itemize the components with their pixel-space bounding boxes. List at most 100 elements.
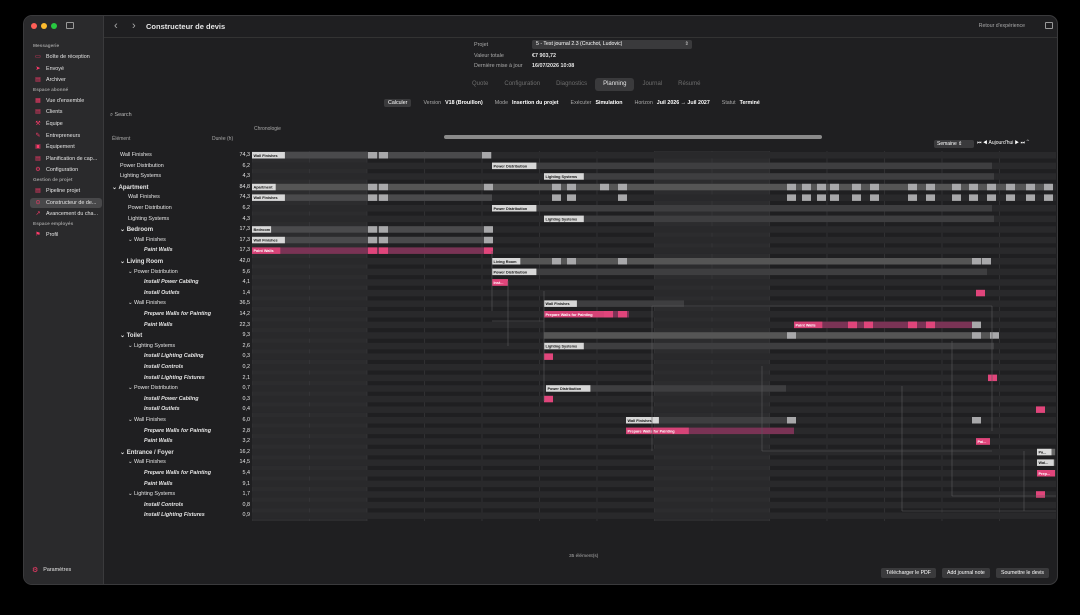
prev-icon[interactable]: ◀ bbox=[982, 140, 988, 146]
row-name[interactable]: Paint Walls bbox=[144, 438, 173, 444]
chevron-down-icon[interactable]: ⌄ bbox=[128, 300, 135, 307]
tab-résumé[interactable]: Résumé bbox=[678, 81, 701, 87]
sidebar-item[interactable]: ▤ Pipeline projet bbox=[30, 186, 102, 196]
tab-configuration[interactable]: Configuration bbox=[504, 81, 541, 87]
element-header[interactable]: Élément bbox=[112, 136, 131, 142]
row-name[interactable]: ⌄ Entrance / Foyer bbox=[120, 449, 174, 456]
retour-experience-button[interactable]: Retour d'expérience bbox=[978, 23, 1025, 29]
sidebar-item[interactable]: ▤ Archiver bbox=[30, 75, 102, 85]
zoom-window-button[interactable] bbox=[51, 23, 57, 29]
zoom-select[interactable]: Semaine ⇕ bbox=[934, 140, 974, 148]
version-value[interactable]: V18 (Brouillon) bbox=[445, 99, 483, 106]
row-duration: 0,8 bbox=[242, 501, 251, 508]
row-name[interactable]: Install Lighting Fixtures bbox=[144, 375, 205, 381]
sidebar-toggle-icon[interactable] bbox=[66, 22, 74, 29]
sidebar-item[interactable]: ▭ Boîte de réception bbox=[30, 52, 102, 62]
search-field[interactable]: ⌕ Search bbox=[110, 112, 132, 119]
tab-quote[interactable]: Quote bbox=[472, 81, 489, 87]
mode-value[interactable]: Insertion du projet bbox=[512, 99, 559, 106]
sidebar-item[interactable]: ▤ Planification de cap... bbox=[30, 154, 102, 164]
row-name[interactable]: Install Power Cabling bbox=[144, 396, 199, 402]
settings-button[interactable]: ⚙ Paramètres bbox=[32, 566, 71, 574]
row-label: Paint Walls bbox=[144, 480, 173, 487]
row-name[interactable]: Prepare Walls for Painting bbox=[144, 311, 211, 317]
chevron-down-icon[interactable]: ⌄ bbox=[128, 459, 135, 466]
row-name[interactable]: ⌄ Lighting Systems bbox=[128, 343, 175, 349]
download-pdf-button[interactable]: Télécharger le PDF bbox=[881, 568, 936, 578]
row-name[interactable]: Wall Finishes bbox=[128, 194, 160, 200]
chevron-down-icon[interactable]: ⌄ bbox=[120, 259, 127, 265]
row-name[interactable]: Install Controls bbox=[144, 502, 183, 508]
inspector-toggle-icon[interactable] bbox=[1045, 22, 1053, 29]
row-name[interactable]: Paint Walls bbox=[144, 481, 173, 487]
sidebar-item[interactable]: ⊙ Constructeur de de... bbox=[30, 197, 102, 208]
first-icon[interactable]: ⏮ bbox=[977, 140, 982, 146]
row-name[interactable]: Install Lighting Cabling bbox=[144, 353, 204, 359]
timeline-scrollbar[interactable] bbox=[444, 135, 822, 139]
row-name[interactable]: Lighting Systems bbox=[120, 173, 161, 179]
row-name[interactable]: Prepare Walls for Painting bbox=[144, 428, 211, 434]
today-button[interactable]: Aujourd'hui bbox=[988, 140, 1014, 146]
collapse-icon[interactable]: ⌃ bbox=[1026, 140, 1030, 146]
chevron-down-icon[interactable]: ⌄ bbox=[120, 449, 127, 456]
row-name[interactable]: Wall Finishes bbox=[120, 152, 152, 158]
row-name[interactable]: Install Outlets bbox=[144, 290, 180, 296]
chevron-down-icon[interactable]: ⌄ bbox=[128, 491, 135, 498]
chevron-down-icon[interactable]: ⌄ bbox=[128, 342, 135, 349]
row-name[interactable]: ⌄ Wall Finishes bbox=[128, 237, 166, 243]
last-icon[interactable]: ⏭ bbox=[1020, 140, 1026, 146]
sidebar-item[interactable]: ⚑ Profil bbox=[30, 230, 102, 240]
submit-quote-button[interactable]: Soumettre le devis bbox=[996, 568, 1049, 578]
chevron-down-icon[interactable]: ⌄ bbox=[120, 333, 127, 340]
row-name[interactable]: Paint Walls bbox=[144, 247, 173, 253]
sidebar-item[interactable]: ➤ Envoyé bbox=[30, 64, 102, 74]
row-name[interactable]: Install Power Cabling bbox=[144, 279, 199, 285]
row-name[interactable]: ⌄ Toilet bbox=[120, 332, 142, 339]
duree-header[interactable]: Durée (h) bbox=[212, 136, 234, 142]
sidebar-item[interactable]: ▦ Vue d'ensemble bbox=[30, 96, 102, 106]
row-name[interactable]: Lighting Systems bbox=[128, 216, 169, 222]
row-name[interactable]: ⌄ Living Room bbox=[120, 258, 163, 265]
chevron-down-icon[interactable]: ⌄ bbox=[112, 184, 119, 191]
close-window-button[interactable] bbox=[31, 23, 37, 29]
sidebar-item[interactable]: ▤ Clients bbox=[30, 107, 102, 117]
sidebar-item[interactable]: ↗ Avancement du cha... bbox=[30, 209, 102, 219]
minimize-window-button[interactable] bbox=[41, 23, 47, 29]
row-name[interactable]: ⌄ Apartment bbox=[112, 184, 149, 191]
row-name[interactable]: ⌄ Wall Finishes bbox=[128, 300, 166, 306]
chevron-down-icon[interactable]: ⌄ bbox=[128, 385, 135, 392]
next-icon[interactable]: ▶ bbox=[1014, 140, 1020, 146]
sidebar-item[interactable]: ⚙ Configuration bbox=[30, 165, 102, 175]
forward-icon[interactable]: › bbox=[132, 20, 136, 32]
row-name[interactable]: Install Lighting Fixtures bbox=[144, 512, 205, 518]
sidebar-item[interactable]: ▣ Équipement bbox=[30, 142, 102, 152]
row-name[interactable]: Paint Walls bbox=[144, 322, 173, 328]
gantt-chart[interactable]: Samedi 11 JuilletDimanche 12 JuilletLund… bbox=[252, 151, 1056, 521]
chevron-down-icon[interactable]: ⌄ bbox=[128, 268, 135, 275]
tab-planning[interactable]: Planning bbox=[595, 78, 635, 91]
row-name[interactable]: ⌄ Power Distribution bbox=[128, 385, 178, 391]
row-name[interactable]: ⌄ Wall Finishes bbox=[128, 417, 166, 423]
row-name[interactable]: ⌄ Lighting Systems bbox=[128, 491, 175, 497]
sidebar-item[interactable]: ⚒ Équipe bbox=[30, 119, 102, 129]
exec-value[interactable]: Simulation bbox=[595, 99, 623, 106]
row-name[interactable]: Power Distribution bbox=[120, 163, 164, 169]
row-name[interactable]: Install Outlets bbox=[144, 406, 180, 412]
chevron-down-icon[interactable]: ⌄ bbox=[128, 417, 135, 423]
row-name[interactable]: Prepare Walls for Painting bbox=[144, 470, 211, 476]
row-name[interactable]: Power Distribution bbox=[128, 205, 172, 211]
row-name[interactable]: Install Controls bbox=[144, 364, 183, 370]
project-select[interactable]: 5 - Test journal 2.3 (Cruchot, Ludovic) … bbox=[532, 40, 692, 49]
row-name[interactable]: ⌄ Power Distribution bbox=[128, 269, 178, 275]
chevron-down-icon[interactable]: ⌄ bbox=[128, 236, 135, 243]
row-name[interactable]: ⌄ Bedroom bbox=[120, 226, 153, 233]
back-icon[interactable]: ‹ bbox=[114, 20, 118, 32]
add-journal-note-button[interactable]: Add journal note bbox=[942, 568, 990, 578]
sidebar-item[interactable]: ✎ Entrepreneurs bbox=[30, 131, 102, 141]
chevron-down-icon[interactable]: ⌄ bbox=[120, 227, 127, 234]
calculer-button[interactable]: Calculer bbox=[384, 98, 412, 107]
tab-journal[interactable]: Journal bbox=[642, 81, 663, 87]
tab-diagnostics[interactable]: Diagnostics bbox=[556, 81, 588, 87]
row-name[interactable]: ⌄ Wall Finishes bbox=[128, 459, 166, 465]
horizon-value[interactable]: Juil 2026 → Juil 2027 bbox=[656, 99, 710, 106]
